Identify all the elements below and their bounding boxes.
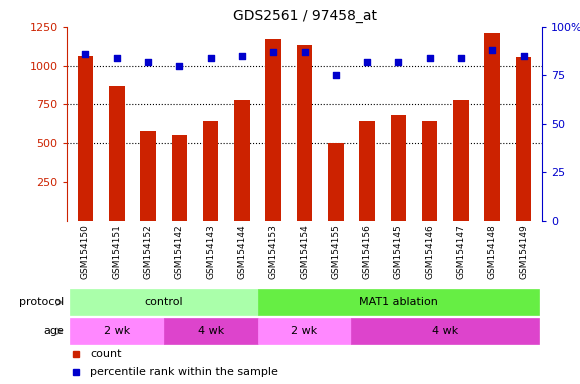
Bar (351, 318, 539, 344)
Bar (109, 86, 125, 221)
Text: GSM154149: GSM154149 (519, 224, 528, 279)
Text: 4 wk: 4 wk (198, 326, 224, 336)
Point (456, 55, 466, 61)
Text: GSM154150: GSM154150 (81, 224, 90, 279)
Point (300, 49, 309, 55)
Point (112, 55, 121, 61)
Point (143, 59, 153, 65)
Point (175, 63, 184, 69)
Bar (328, 143, 343, 221)
Text: 4 wk: 4 wk (432, 326, 458, 336)
Text: GSM154155: GSM154155 (331, 224, 340, 279)
Bar (203, 121, 219, 221)
Point (394, 59, 403, 65)
Text: 2 wk: 2 wk (104, 326, 130, 336)
Bar (70, 290, 258, 315)
Point (425, 55, 434, 61)
Bar (70, 318, 164, 344)
Text: GSM154148: GSM154148 (488, 224, 496, 279)
Text: age: age (43, 326, 64, 336)
Bar (359, 121, 375, 221)
Point (488, 47, 497, 53)
Text: GSM154143: GSM154143 (206, 224, 215, 279)
Text: count: count (90, 349, 122, 359)
Bar (140, 131, 156, 221)
Point (237, 53, 246, 59)
Bar (297, 45, 312, 221)
Bar (234, 100, 250, 221)
Bar (258, 290, 539, 315)
Bar (172, 135, 187, 221)
Text: percentile rank within the sample: percentile rank within the sample (90, 366, 278, 377)
Bar (484, 33, 500, 221)
Text: GSM154145: GSM154145 (394, 224, 403, 279)
Point (206, 55, 215, 61)
Title: GDS2561 / 97458_at: GDS2561 / 97458_at (233, 9, 376, 23)
Text: GSM154152: GSM154152 (144, 224, 153, 279)
Text: control: control (144, 297, 183, 308)
Bar (422, 121, 437, 221)
Text: GSM154144: GSM154144 (237, 224, 246, 279)
Text: protocol: protocol (19, 297, 64, 308)
Text: GSM154153: GSM154153 (269, 224, 278, 279)
Bar (258, 318, 351, 344)
Point (519, 53, 528, 59)
Point (269, 49, 278, 55)
Text: GSM154142: GSM154142 (175, 224, 184, 279)
Bar (390, 115, 406, 221)
Point (362, 59, 372, 65)
Point (81, 51, 90, 57)
Bar (78, 56, 93, 221)
Text: GSM154156: GSM154156 (362, 224, 372, 279)
Text: GSM154151: GSM154151 (113, 224, 121, 279)
Text: GSM154147: GSM154147 (456, 224, 465, 279)
Text: GSM154146: GSM154146 (425, 224, 434, 279)
Bar (453, 100, 469, 221)
Text: 2 wk: 2 wk (291, 326, 318, 336)
Bar (164, 318, 258, 344)
Bar (516, 57, 531, 221)
Point (331, 72, 340, 78)
Text: GSM154154: GSM154154 (300, 224, 309, 279)
Text: MAT1 ablation: MAT1 ablation (359, 297, 438, 308)
Bar (266, 39, 281, 221)
